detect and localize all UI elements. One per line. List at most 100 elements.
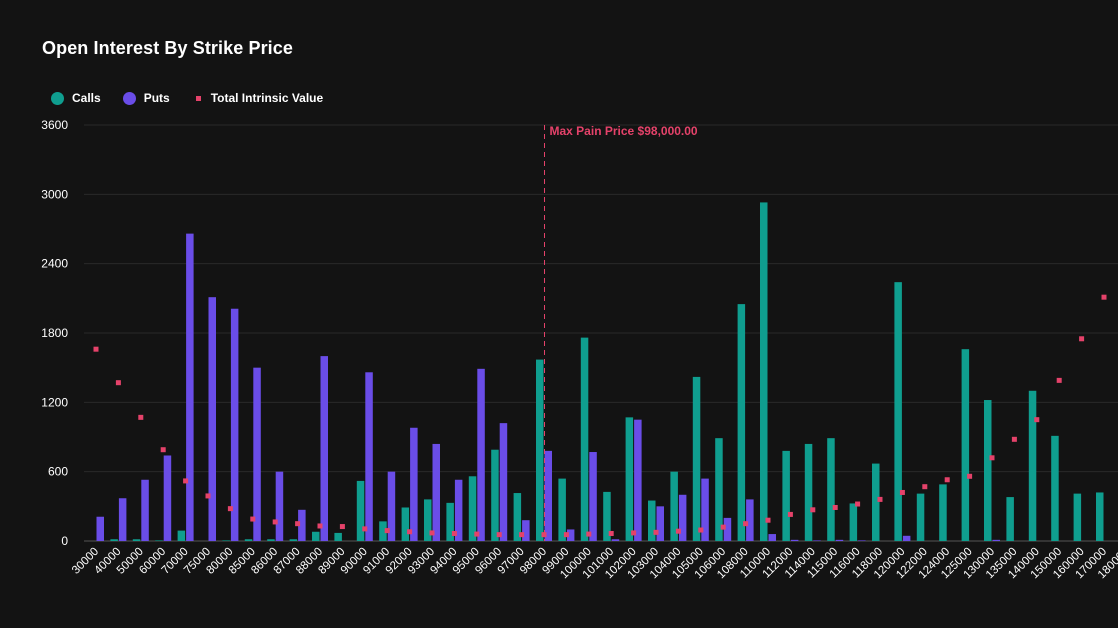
calls-bar[interactable] xyxy=(849,503,858,541)
intrinsic-point[interactable] xyxy=(227,506,233,512)
puts-bar[interactable] xyxy=(656,506,665,541)
puts-bar[interactable] xyxy=(163,455,172,541)
calls-bar[interactable] xyxy=(625,417,634,541)
calls-bar[interactable] xyxy=(782,450,790,541)
intrinsic-point[interactable] xyxy=(832,504,838,510)
puts-bar[interactable] xyxy=(611,539,620,541)
puts-bar[interactable] xyxy=(790,539,799,541)
intrinsic-point[interactable] xyxy=(183,478,189,484)
intrinsic-point[interactable] xyxy=(407,529,413,535)
intrinsic-point[interactable] xyxy=(93,346,99,352)
intrinsic-point[interactable] xyxy=(608,530,614,536)
intrinsic-point[interactable] xyxy=(675,528,681,534)
intrinsic-point[interactable] xyxy=(1011,436,1017,442)
calls-bar[interactable] xyxy=(334,532,342,541)
calls-bar[interactable] xyxy=(715,438,723,541)
intrinsic-point[interactable] xyxy=(451,530,457,536)
calls-bar[interactable] xyxy=(110,539,118,541)
puts-bar[interactable] xyxy=(522,520,530,541)
intrinsic-point[interactable] xyxy=(810,507,816,513)
puts-bar[interactable] xyxy=(230,308,239,541)
calls-bar[interactable] xyxy=(1028,390,1037,541)
puts-bar[interactable] xyxy=(208,297,217,541)
calls-bar[interactable] xyxy=(132,539,141,541)
intrinsic-point[interactable] xyxy=(160,447,166,453)
puts-bar[interactable] xyxy=(992,539,1001,541)
calls-bar[interactable] xyxy=(424,499,432,541)
calls-bar[interactable] xyxy=(580,337,589,541)
calls-bar[interactable] xyxy=(894,282,902,541)
calls-bar[interactable] xyxy=(177,530,186,541)
intrinsic-point[interactable] xyxy=(138,414,144,420)
intrinsic-point[interactable] xyxy=(250,516,256,522)
intrinsic-point[interactable] xyxy=(922,484,928,490)
puts-bar[interactable] xyxy=(835,539,844,541)
calls-bar[interactable] xyxy=(984,400,992,541)
puts-bar[interactable] xyxy=(566,529,575,541)
calls-bar[interactable] xyxy=(222,540,230,541)
intrinsic-point[interactable] xyxy=(720,524,726,530)
calls-bar[interactable] xyxy=(939,484,947,541)
calls-bar[interactable] xyxy=(1051,435,1059,541)
legend-item-calls[interactable]: Calls xyxy=(51,91,101,105)
intrinsic-point[interactable] xyxy=(339,524,345,530)
puts-bar[interactable] xyxy=(275,471,284,541)
puts-bar[interactable] xyxy=(746,499,754,541)
calls-bar[interactable] xyxy=(155,540,163,541)
intrinsic-point[interactable] xyxy=(563,532,569,538)
puts-bar[interactable] xyxy=(723,517,732,541)
intrinsic-point[interactable] xyxy=(855,501,861,507)
puts-bar[interactable] xyxy=(118,498,127,541)
intrinsic-point[interactable] xyxy=(115,380,121,386)
intrinsic-point[interactable] xyxy=(295,521,301,527)
intrinsic-point[interactable] xyxy=(877,496,883,502)
puts-bar[interactable] xyxy=(387,471,396,541)
puts-bar[interactable] xyxy=(589,452,597,541)
intrinsic-point[interactable] xyxy=(944,477,950,483)
calls-bar[interactable] xyxy=(379,521,387,541)
puts-bar[interactable] xyxy=(186,233,194,541)
calls-bar[interactable] xyxy=(804,443,813,541)
intrinsic-point[interactable] xyxy=(631,530,637,536)
calls-bar[interactable] xyxy=(401,507,410,541)
calls-bar[interactable] xyxy=(670,471,678,541)
puts-bar[interactable] xyxy=(477,368,485,541)
calls-bar[interactable] xyxy=(446,502,454,541)
calls-bar[interactable] xyxy=(1096,492,1104,541)
calls-bar[interactable] xyxy=(356,480,365,541)
intrinsic-point[interactable] xyxy=(519,532,525,538)
calls-bar[interactable] xyxy=(491,449,499,541)
calls-bar[interactable] xyxy=(916,493,925,541)
intrinsic-point[interactable] xyxy=(1079,336,1085,342)
calls-bar[interactable] xyxy=(603,491,611,541)
calls-bar[interactable] xyxy=(648,500,656,541)
calls-bar[interactable] xyxy=(312,531,320,541)
intrinsic-point[interactable] xyxy=(272,519,278,525)
intrinsic-point[interactable] xyxy=(787,511,793,517)
intrinsic-point[interactable] xyxy=(989,455,995,461)
puts-bar[interactable] xyxy=(298,509,306,541)
intrinsic-point[interactable] xyxy=(496,532,502,538)
puts-bar[interactable] xyxy=(432,443,441,541)
puts-bar[interactable] xyxy=(141,479,149,541)
calls-bar[interactable] xyxy=(267,539,275,541)
puts-bar[interactable] xyxy=(678,494,687,541)
legend-item-intrinsic[interactable]: Total Intrinsic Value xyxy=(192,91,323,105)
intrinsic-point[interactable] xyxy=(317,523,323,529)
puts-bar[interactable] xyxy=(858,540,866,541)
intrinsic-point[interactable] xyxy=(743,521,749,527)
puts-bar[interactable] xyxy=(253,367,261,541)
intrinsic-point[interactable] xyxy=(653,529,659,535)
puts-bar[interactable] xyxy=(365,372,373,541)
calls-bar[interactable] xyxy=(1073,493,1082,541)
puts-bar[interactable] xyxy=(499,423,508,541)
puts-bar[interactable] xyxy=(768,534,777,541)
intrinsic-point[interactable] xyxy=(429,530,435,536)
puts-bar[interactable] xyxy=(320,356,329,541)
intrinsic-point[interactable] xyxy=(1056,377,1062,383)
calls-bar[interactable] xyxy=(289,539,298,541)
calls-bar[interactable] xyxy=(558,478,566,541)
puts-bar[interactable] xyxy=(544,450,553,541)
calls-bar[interactable] xyxy=(244,539,253,541)
intrinsic-point[interactable] xyxy=(1101,294,1107,300)
